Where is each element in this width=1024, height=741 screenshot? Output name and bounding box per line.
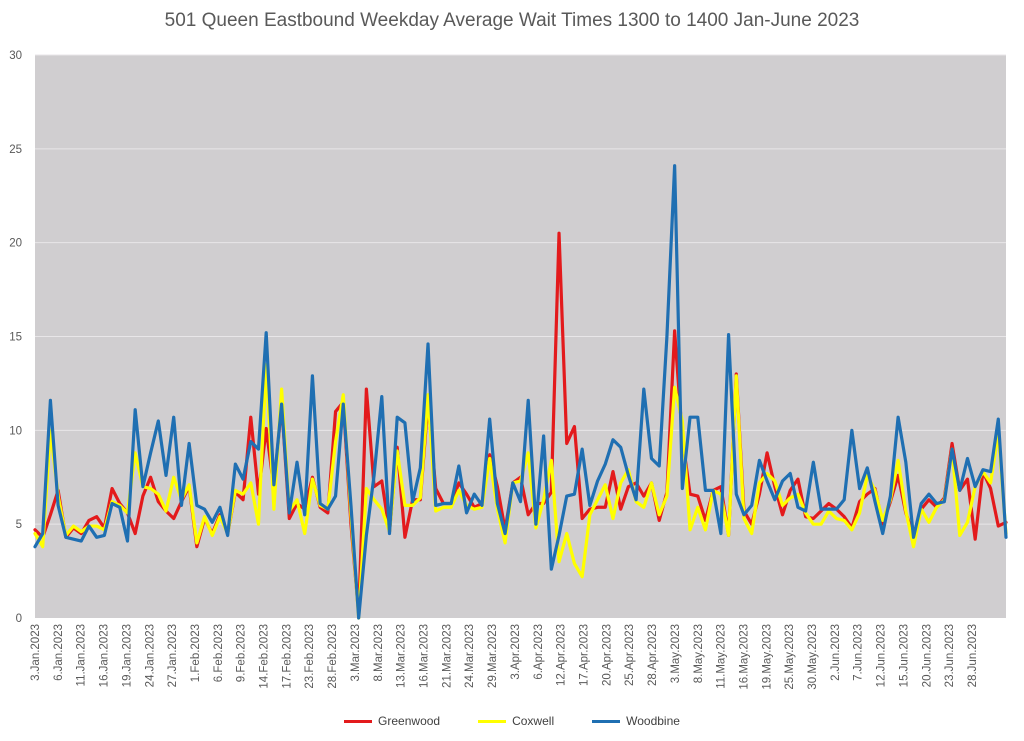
x-tick-label: 28.Jun.2023: [967, 624, 979, 687]
legend-label-woodbine: Woodbine: [626, 714, 680, 728]
x-tick-label: 14.Feb.2023: [259, 624, 271, 689]
x-tick-label: 19.May.2023: [761, 624, 773, 690]
legend-item-woodbine: Woodbine: [592, 714, 680, 728]
series-line-woodbine: [33, 164, 1008, 620]
x-tick-label: 19.Jan.2023: [121, 624, 133, 687]
y-tick-label: 30: [9, 50, 22, 62]
chart-title: 501 Queen Eastbound Weekday Average Wait…: [164, 10, 860, 31]
x-tick-label: 3.May.2023: [670, 624, 682, 683]
x-tick-label: 1.Feb.2023: [190, 624, 202, 682]
x-tick-label: 3.Jan.2023: [30, 624, 42, 681]
x-tick-label: 3.Mar.2023: [350, 624, 362, 682]
x-tick-label: 25.May.2023: [784, 624, 796, 690]
x-tick-label: 24.Jan.2023: [144, 624, 156, 687]
x-tick-label: 20.Jun.2023: [921, 624, 933, 687]
x-tick-label: 13.Mar.2023: [396, 624, 408, 688]
x-tick-label: 2.Jun.2023: [830, 624, 842, 681]
legend-swatch-coxwell: [478, 719, 507, 723]
x-tick-label: 6.Apr.2023: [533, 624, 545, 680]
legend-swatch-woodbine: [592, 719, 621, 723]
x-tick-label: 28.Apr.2023: [647, 624, 659, 686]
x-tick-label: 11.Jan.2023: [76, 624, 88, 686]
y-tick-label: 5: [16, 519, 22, 531]
x-tick-label: 8.Mar.2023: [373, 624, 385, 682]
y-tick-label: 20: [9, 238, 22, 250]
x-tick-label: 16.Jan.2023: [99, 624, 111, 687]
x-tick-label: 16.May.2023: [738, 624, 750, 690]
legend-item-greenwood: Greenwood: [344, 714, 440, 728]
x-tick-label: 29.Mar.2023: [487, 624, 499, 688]
x-tick-label: 12.Jun.2023: [876, 624, 888, 687]
x-tick-label: 23.Jun.2023: [944, 624, 956, 687]
y-tick-label: 25: [9, 144, 22, 156]
x-tick-label: 21.Mar.2023: [441, 624, 453, 688]
x-tick-label: 28.Feb.2023: [327, 624, 339, 689]
x-tick-label: 7.Jun.2023: [853, 624, 865, 681]
x-tick-label: 16.Mar.2023: [419, 624, 431, 688]
x-tick-label: 6.Jan.2023: [53, 624, 65, 681]
x-tick-label: 27.Jan.2023: [167, 624, 179, 687]
legend-swatch-greenwood: [344, 719, 373, 723]
x-tick-label: 17.Feb.2023: [281, 624, 293, 689]
x-tick-label: 8.May.2023: [693, 624, 705, 683]
x-tick-label: 24.Mar.2023: [464, 624, 476, 688]
legend-label-coxwell: Coxwell: [512, 714, 555, 728]
x-tick-label: 9.Feb.2023: [236, 624, 248, 682]
x-tick-label: 30.May.2023: [807, 624, 819, 690]
x-tick-label: 11.May.2023: [716, 624, 728, 689]
legend-label-greenwood: Greenwood: [378, 714, 441, 728]
x-tick-label: 15.Jun.2023: [898, 624, 910, 687]
legend: Greenwood Coxwell Woodbine: [0, 714, 1024, 728]
x-tick-label: 12.Apr.2023: [556, 624, 568, 686]
x-tick-label: 3.Apr.2023: [510, 624, 522, 680]
x-tick-label: 25.Apr.2023: [624, 624, 636, 686]
y-tick-label: 0: [16, 613, 22, 625]
x-tick-label: 23.Feb.2023: [304, 624, 316, 689]
legend-item-coxwell: Coxwell: [478, 714, 554, 728]
x-tick-label: 20.Apr.2023: [601, 624, 613, 686]
y-tick-label: 15: [9, 332, 22, 344]
x-tick-label: 17.Apr.2023: [578, 624, 590, 686]
x-tick-label: 6.Feb.2023: [213, 624, 225, 682]
y-tick-label: 10: [9, 425, 22, 437]
